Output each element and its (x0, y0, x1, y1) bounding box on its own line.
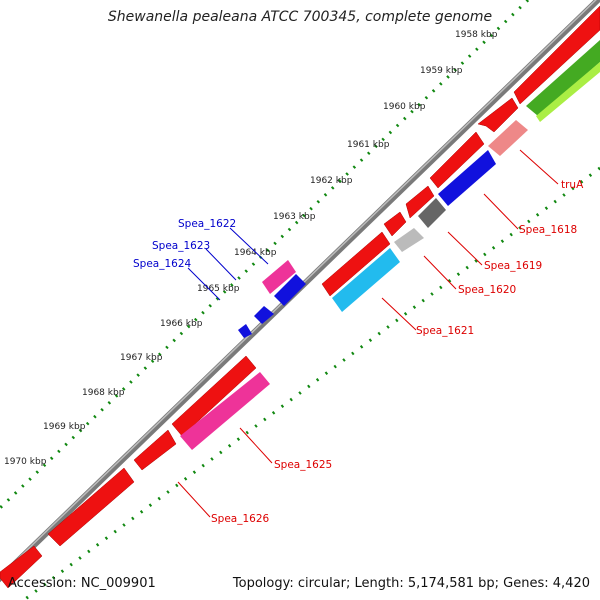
label-spea1620: Spea_1620 (458, 284, 516, 296)
label-spea1623: Spea_1623 (152, 240, 210, 252)
label-spea1621: Spea_1621 (416, 325, 474, 337)
gene-red-10 (0, 545, 43, 589)
gene-salmon (488, 120, 528, 156)
gene-blue-small-b (238, 324, 252, 338)
gene-cyan-spea1621 (332, 248, 400, 312)
gene-red-5 (383, 211, 407, 237)
leader-spea1625 (239, 427, 273, 464)
scale-label-1961: 1961 kbp (347, 140, 390, 150)
scale-labels: 1958 kbp 1959 kbp 1960 kbp 1961 kbp 1962… (4, 30, 498, 467)
scale-label-1962: 1962 kbp (310, 176, 353, 186)
leader-spea1620 (423, 255, 457, 290)
gene-red-6 (321, 231, 391, 297)
leader-spea1621 (381, 297, 417, 331)
scale-label-1967: 1967 kbp (120, 353, 163, 363)
leader-spea1624 (187, 267, 221, 301)
label-trua: truA (561, 179, 584, 191)
label-spea1618: Spea_1618 (519, 224, 577, 236)
gene-lightgray-spea1620 (394, 228, 424, 252)
gene-blue-small-a (254, 306, 274, 324)
scale-label-1970: 1970 kbp (4, 457, 47, 467)
topology-summary-text: Topology: circular; Length: 5,174,581 bp… (232, 576, 590, 591)
gene-red-4 (405, 185, 435, 219)
outer-ruler-track (0, 0, 530, 510)
scale-label-1963: 1963 kbp (273, 212, 316, 222)
label-spea1619: Spea_1619 (484, 260, 542, 272)
red-leader-lines (177, 149, 559, 518)
inner-ruler-track (23, 166, 600, 600)
scale-label-1965: 1965 kbp (197, 284, 240, 294)
scale-label-1958: 1958 kbp (455, 30, 498, 40)
blue-leader-lines (187, 227, 269, 301)
gene-green (526, 40, 600, 116)
leader-spea1622 (229, 227, 269, 265)
scale-label-1959: 1959 kbp (420, 66, 463, 76)
leader-spea1623 (205, 248, 237, 281)
gene-labels: truA Spea_1618 Spea_1619 Spea_1620 Spea_… (133, 179, 584, 525)
leader-spea1618 (483, 193, 519, 230)
gene-red-1 (513, 5, 600, 105)
gene-blue-spea1623 (274, 274, 306, 306)
accession-text: Accession: NC_009901 (8, 576, 156, 591)
forward-strand-genes (0, 5, 600, 589)
leader-spea1626 (177, 481, 211, 518)
outer-track-genes (238, 260, 306, 338)
leader-trua (519, 149, 559, 185)
gene-pink-spea1625 (180, 372, 270, 450)
reverse-strand-genes (180, 40, 600, 450)
figure-title: Shewanella pealeana ATCC 700345, complet… (107, 9, 493, 25)
gene-red-8 (133, 429, 177, 471)
label-spea1625: Spea_1625 (274, 459, 332, 471)
scale-label-1966: 1966 kbp (160, 319, 203, 329)
gene-yellowgreen (536, 62, 600, 122)
gene-darkgray-spea1619 (418, 198, 446, 228)
gene-red-2 (477, 97, 519, 133)
gene-red-3 (429, 131, 485, 189)
scale-label-1964: 1964 kbp (234, 248, 277, 258)
label-spea1626: Spea_1626 (211, 513, 270, 525)
scale-label-1968: 1968 kbp (82, 388, 125, 398)
scale-label-1960: 1960 kbp (383, 102, 426, 112)
label-spea1624: Spea_1624 (133, 258, 192, 270)
leader-spea1619 (447, 231, 483, 266)
scale-label-1969: 1969 kbp (43, 422, 86, 432)
gene-pink-spea1622 (262, 260, 296, 294)
label-spea1622: Spea_1622 (178, 218, 236, 230)
gene-red-9 (47, 467, 135, 547)
gene-blue-spea1618 (438, 150, 496, 206)
